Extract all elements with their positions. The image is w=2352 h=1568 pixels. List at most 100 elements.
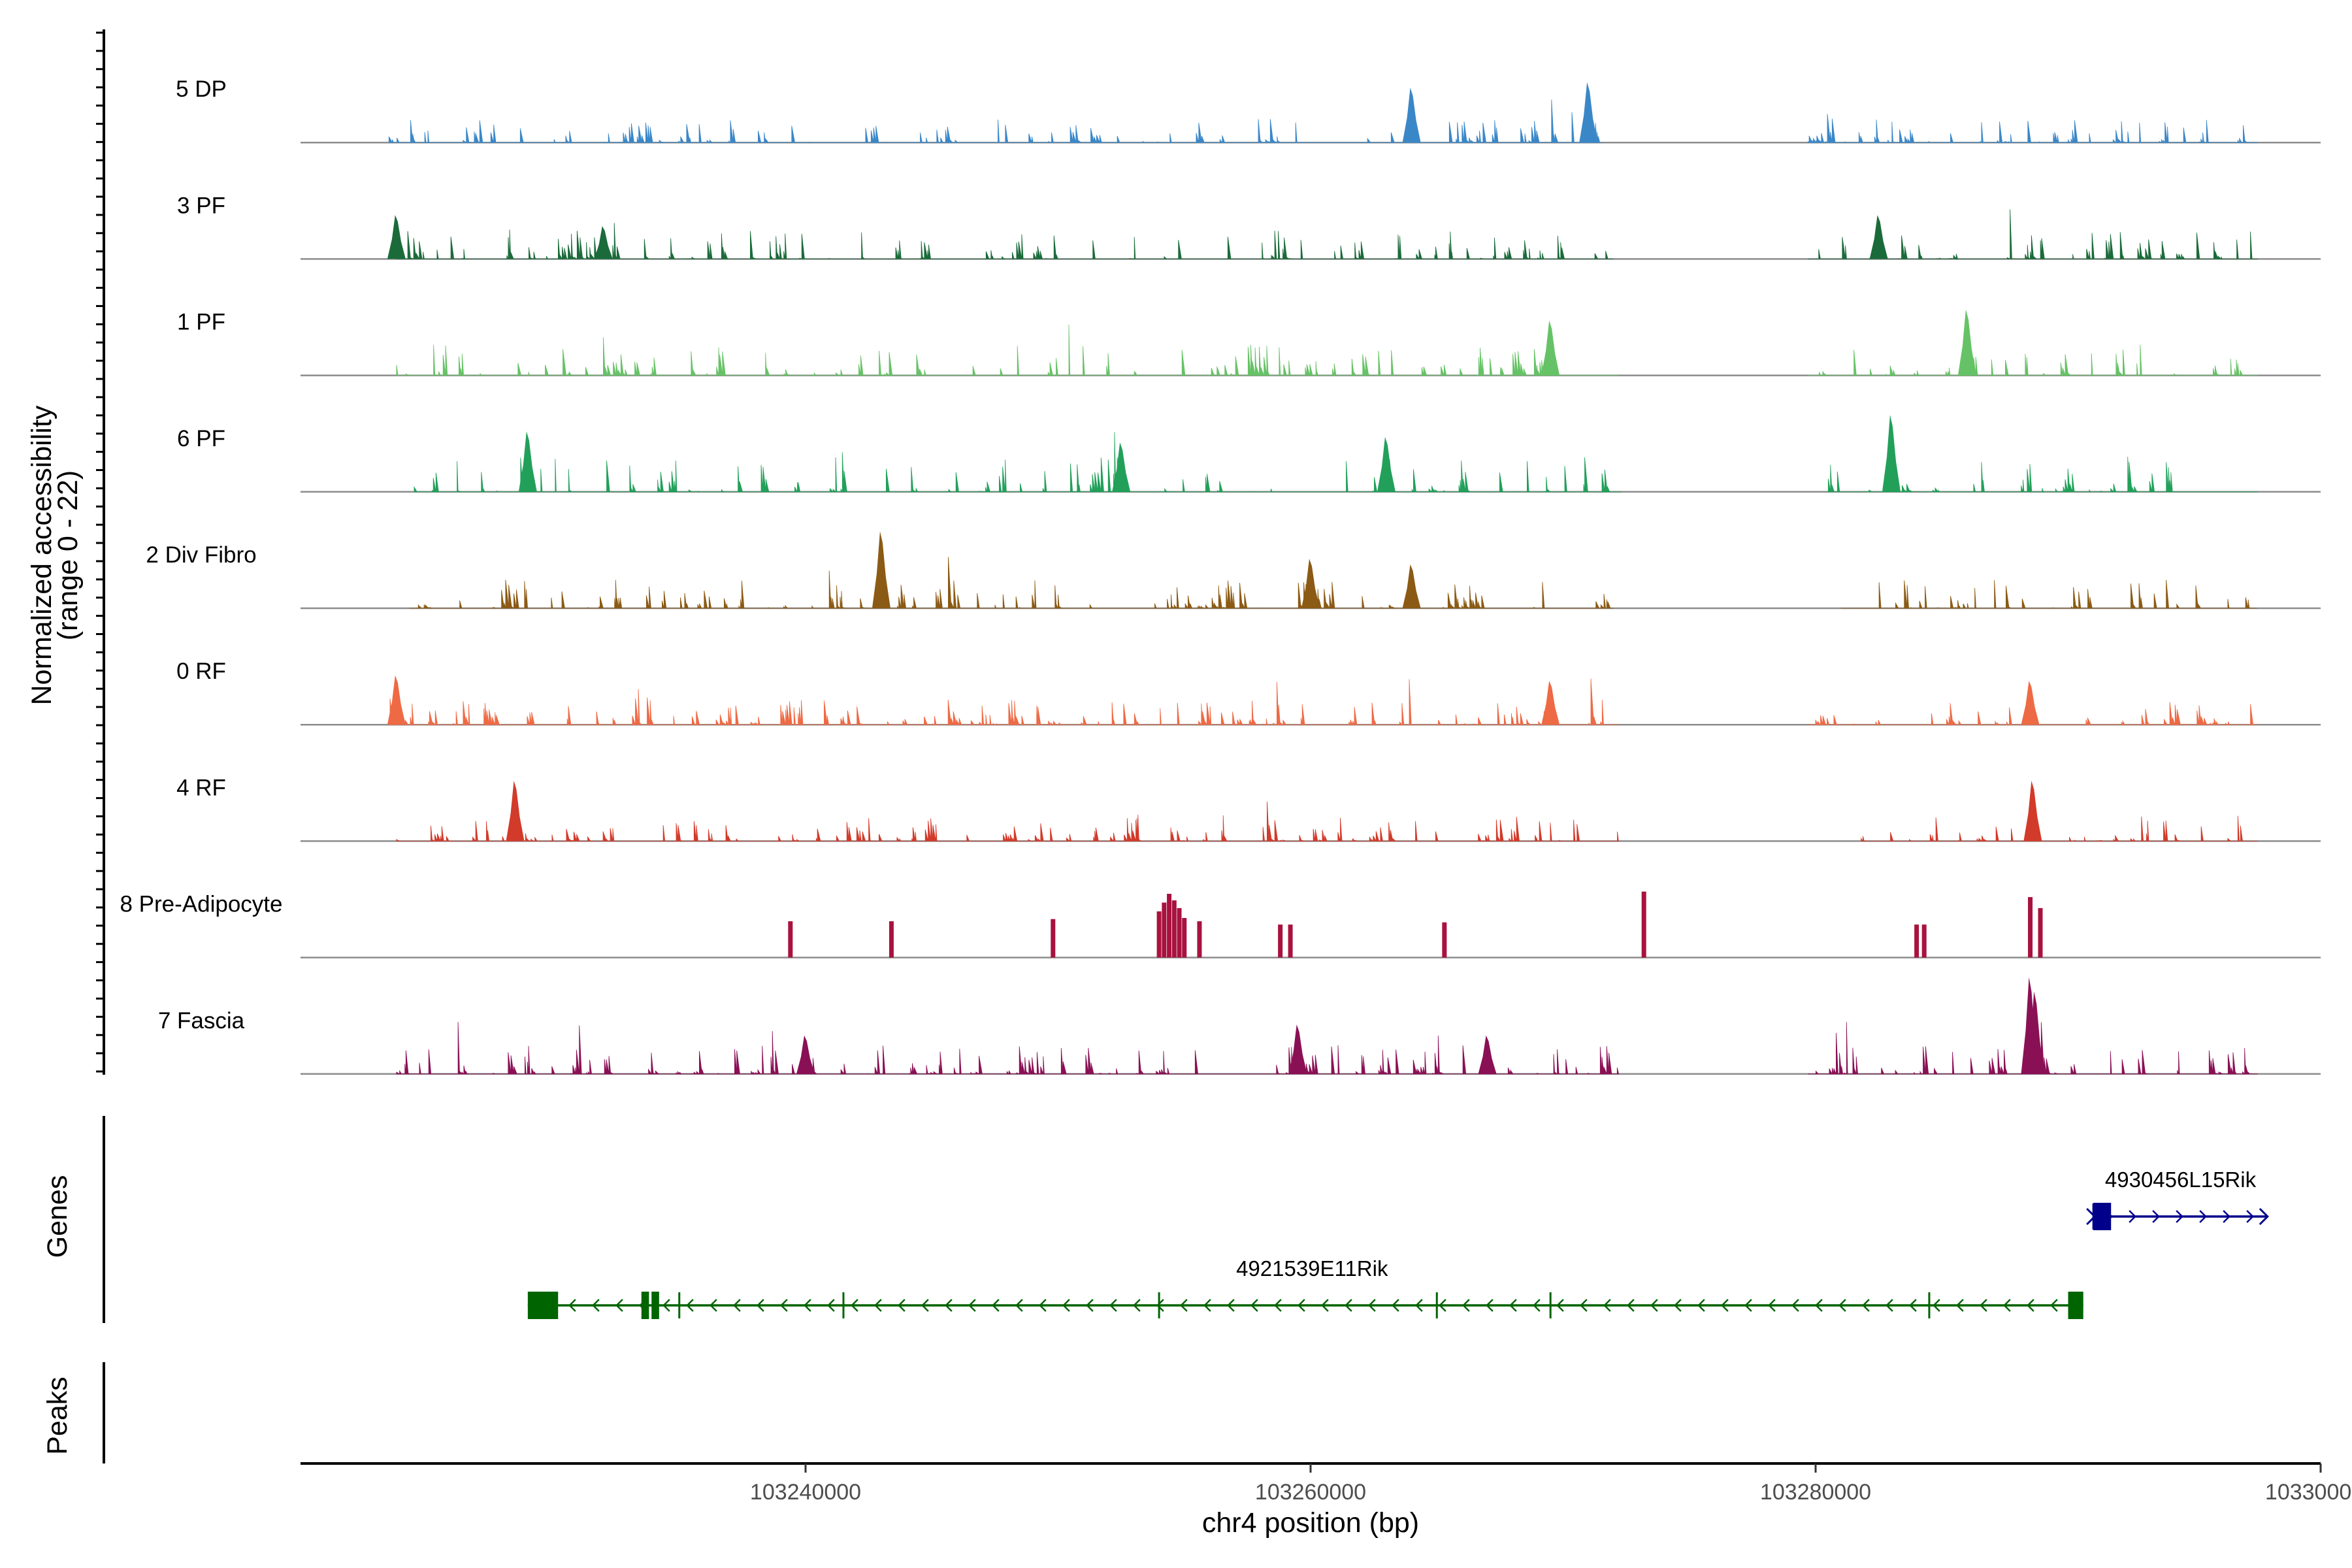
strand-arrow	[780, 1299, 788, 1312]
coverage-bar	[2038, 907, 2043, 958]
strand-arrow	[1627, 1299, 1635, 1312]
track-label: 5 DP	[176, 76, 227, 102]
track-3-pf: 3 PF	[177, 193, 2321, 260]
strand-arrow	[874, 1299, 882, 1312]
coverage-peak	[1288, 1024, 1307, 1074]
strand-arrow	[2246, 1210, 2254, 1223]
gene-label: 4921539E11Rik	[1236, 1256, 1388, 1281]
coverage-peak	[1402, 564, 1421, 608]
strand-arrow	[1744, 1299, 1752, 1312]
track-5-dp: 5 DP	[176, 76, 2321, 144]
strand-arrow	[1039, 1299, 1047, 1312]
genes-panel-title: Genes	[42, 1175, 73, 1258]
strand-arrow	[615, 1299, 623, 1312]
strand-arrow	[827, 1299, 835, 1312]
x-axis: 103240000 103260000 103280000 103300000	[301, 1462, 2352, 1505]
coverage-peak	[1957, 309, 1976, 376]
strand-arrow	[1815, 1299, 1823, 1312]
strand-arrow	[1274, 1299, 1282, 1312]
coverage-area	[396, 1022, 2258, 1075]
exon-block	[641, 1292, 649, 1319]
strand-arrow	[2003, 1299, 2011, 1312]
strand-arrow	[1462, 1299, 1470, 1312]
y-axis-title-line2: (range 0 - 22)	[52, 470, 84, 641]
strand-arrow	[1415, 1299, 1423, 1312]
coverage-peak	[2026, 991, 2045, 1074]
strand-arrow	[1109, 1299, 1117, 1312]
coverage-peak	[1541, 320, 1560, 376]
track-label: 2 Div Fibro	[146, 542, 256, 568]
coverage-peak	[594, 225, 613, 259]
strand-arrow	[1603, 1299, 1611, 1312]
strand-arrow	[1086, 1299, 1094, 1312]
strand-arrow	[1227, 1299, 1235, 1312]
strand-arrow	[1909, 1299, 1917, 1312]
strand-arrow	[1791, 1299, 1799, 1312]
coverage-bar	[1278, 924, 1283, 958]
coverage-bar	[1171, 900, 1177, 958]
gene-4930456L15Rik: 4930456L15Rik	[2086, 1168, 2269, 1230]
strand-arrow	[1933, 1299, 1940, 1312]
coverage-peak	[1112, 442, 1131, 492]
coverage-peak	[1541, 680, 1560, 725]
coverage-peak	[1402, 88, 1421, 143]
strand-arrow	[733, 1299, 741, 1312]
gene-4921539E11Rik: 4921539E11Rik	[527, 1256, 2083, 1319]
strand-arrow	[1886, 1299, 1893, 1312]
x-tick-label: 103260000	[1255, 1480, 1366, 1505]
strand-arrow	[1980, 1299, 1987, 1312]
x-tick-label: 103280000	[1760, 1480, 1871, 1505]
strand-arrow	[1180, 1299, 1188, 1312]
strand-arrow	[1533, 1299, 1541, 1312]
coverage-tracks: 5 DP 3 PF 1 PF 6 PF 2 Div Fibro 0 RF 4 RF 8 Pre…	[120, 76, 2321, 1075]
track-1-pf: 1 PF	[177, 309, 2321, 377]
strand-arrow	[1062, 1299, 1070, 1312]
track-8-pre-adipocyte: 8 Pre-Adipocyte	[120, 892, 2321, 958]
strand-arrow	[1862, 1299, 1870, 1312]
x-tick-label: 103240000	[750, 1480, 861, 1505]
strand-arrow	[686, 1299, 694, 1312]
coverage-area	[414, 432, 2258, 493]
strand-arrow	[1721, 1299, 1729, 1312]
strand-arrow	[945, 1299, 953, 1312]
strand-arrow	[2152, 1210, 2160, 1223]
coverage-peak	[506, 780, 525, 841]
coverage-area	[388, 678, 2258, 726]
strand-arrow	[2199, 1210, 2207, 1223]
strand-arrow	[1156, 1299, 1164, 1312]
coverage-area	[396, 324, 2258, 377]
track-label: 0 RF	[176, 659, 226, 684]
coverage-peak	[1478, 1035, 1497, 1074]
strand-arrow	[1674, 1299, 1682, 1312]
track-label: 4 RF	[176, 775, 226, 800]
coverage-peak	[2021, 680, 2040, 725]
coverage-peak	[387, 215, 406, 259]
coverage-bar	[1182, 918, 1187, 958]
y-axis-title-line1: Normalized accessibility	[26, 405, 57, 705]
coverage-bar	[1914, 924, 1919, 958]
gene-end-arrow	[2259, 1207, 2269, 1226]
strand-arrow	[1321, 1299, 1329, 1312]
strand-arrow	[1439, 1299, 1446, 1312]
strand-arrow	[1133, 1299, 1141, 1312]
strand-arrow	[1838, 1299, 1846, 1312]
strand-arrow	[1298, 1299, 1305, 1312]
strand-arrow	[1250, 1299, 1258, 1312]
strand-arrow	[1556, 1299, 1564, 1312]
coverage-bar	[1442, 922, 1447, 958]
coverage-bar	[889, 921, 894, 958]
exon-block	[2093, 1203, 2112, 1230]
strand-arrow	[1956, 1299, 1964, 1312]
coverage-bar	[1197, 921, 1202, 958]
exon-block	[527, 1292, 559, 1319]
strand-arrow	[1697, 1299, 1705, 1312]
coverage-bar	[1641, 891, 1646, 958]
strand-arrow	[568, 1299, 576, 1312]
strand-arrow	[968, 1299, 976, 1312]
strand-arrow	[1203, 1299, 1211, 1312]
strand-arrow	[662, 1299, 670, 1312]
peaks-panel-title: Peaks	[42, 1377, 73, 1455]
coverage-area	[396, 801, 2258, 842]
coverage-bar	[2028, 897, 2033, 958]
strand-arrow	[898, 1299, 906, 1312]
